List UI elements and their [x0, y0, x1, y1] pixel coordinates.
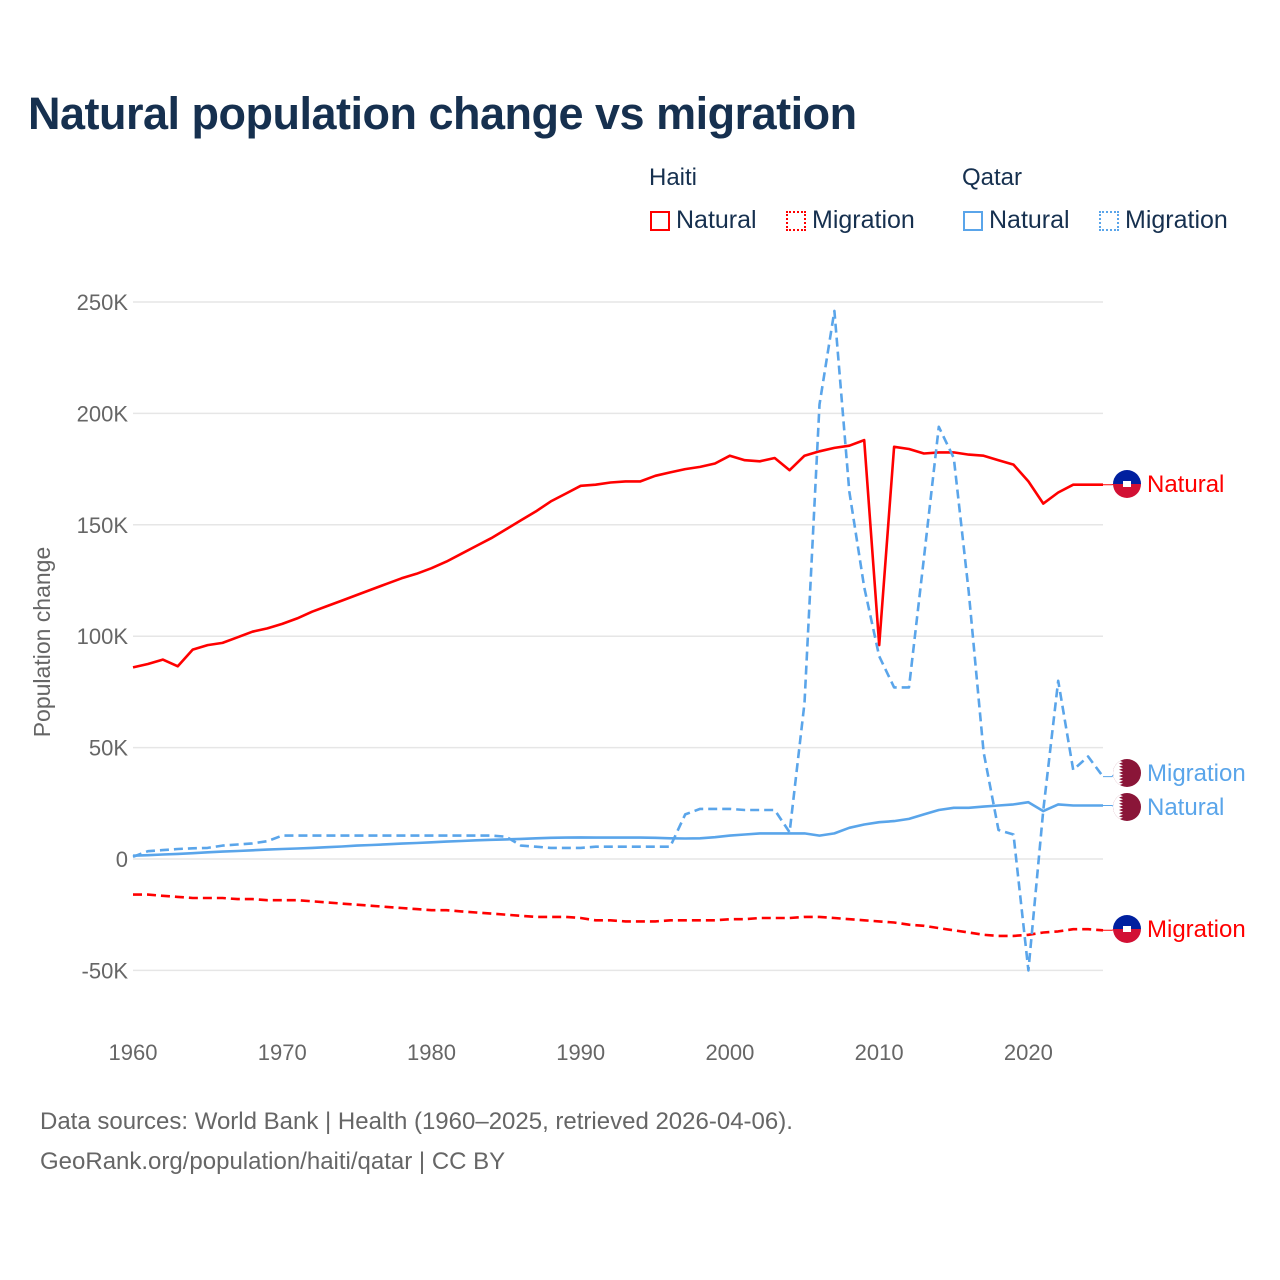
series-line-qatar-natural: [132, 800, 1103, 857]
y-tick-label: 250K: [77, 290, 129, 315]
legend-label: Natural: [989, 206, 1070, 234]
x-tick-label: 2020: [1004, 1040, 1053, 1065]
legend-label: Natural: [676, 206, 757, 234]
qatar-flag-icon: [1113, 759, 1141, 787]
y-tick-label: 200K: [77, 401, 129, 426]
legend-haiti-natural[interactable]: Natural: [650, 206, 757, 235]
y-axis-label: Population change: [29, 547, 55, 738]
chart-title: Natural population change vs migration: [28, 88, 857, 139]
legend-swatch-dotted-red: [786, 210, 806, 231]
legend-qatar-migration[interactable]: Migration: [1099, 206, 1228, 235]
series-end-label: Natural: [1147, 794, 1224, 821]
series-end-label: Migration: [1147, 916, 1246, 943]
series-end-label: Migration: [1147, 760, 1246, 787]
y-tick-label: 0: [116, 847, 128, 872]
legend-group-haiti: Haiti: [649, 164, 698, 191]
haiti-flag-icon: [1113, 915, 1141, 943]
y-tick-label: 150K: [77, 513, 129, 538]
series-line-haiti-natural: [132, 438, 1103, 669]
x-tick-label: 1980: [407, 1040, 456, 1065]
legend-group-qatar: Qatar: [962, 164, 1023, 191]
x-tick-label: 1970: [258, 1040, 307, 1065]
series-line-haiti-migration: [133, 893, 1104, 938]
x-tick-label: 1990: [556, 1040, 605, 1065]
footer-sources: Data sources: World Bank | Health (1960–…: [40, 1108, 793, 1135]
y-tick-label: 50K: [89, 736, 128, 761]
x-tick-label: 2010: [855, 1040, 904, 1065]
x-tick-label: 2000: [705, 1040, 754, 1065]
legend-label: Migration: [812, 206, 915, 234]
legend-swatch-dotted-blue: [1099, 210, 1119, 231]
x-tick-label: 1960: [109, 1040, 158, 1065]
y-tick-label: -50K: [82, 958, 129, 983]
series-end-label: Natural: [1147, 471, 1224, 498]
legend-haiti-migration[interactable]: Migration: [786, 206, 915, 235]
legend-swatch-solid-red: [650, 210, 670, 231]
qatar-flag-icon: [1113, 793, 1141, 821]
series-line-qatar-migration: [132, 309, 1105, 972]
legend-label: Migration: [1125, 206, 1228, 234]
footer-attribution: GeoRank.org/population/haiti/qatar | CC …: [40, 1148, 506, 1175]
legend-swatch-solid-blue: [963, 210, 983, 231]
haiti-flag-icon: [1113, 470, 1141, 498]
y-tick-label: 100K: [77, 624, 129, 649]
legend-qatar-natural[interactable]: Natural: [963, 206, 1070, 235]
